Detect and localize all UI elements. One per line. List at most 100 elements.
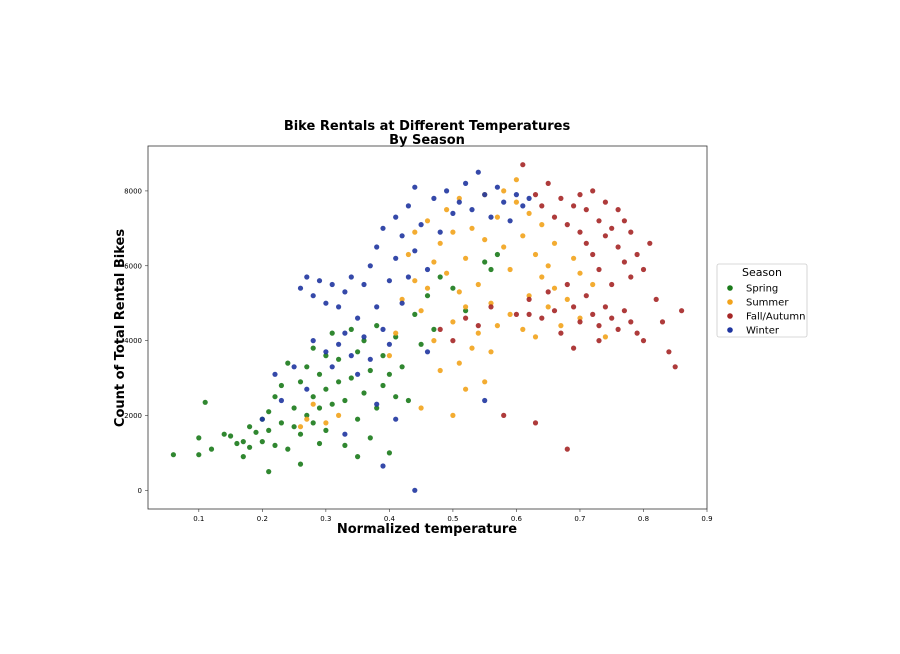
data-point-fall-autumn [583, 207, 589, 213]
data-point-winter [367, 356, 373, 362]
data-point-fall-autumn [577, 229, 583, 235]
data-point-summer [526, 210, 532, 216]
data-point-summer [494, 214, 500, 220]
data-point-winter [437, 229, 443, 235]
data-point-fall-autumn [621, 308, 628, 314]
y-tick-label: 4000 [124, 337, 142, 345]
data-point-summer [482, 237, 488, 243]
legend: Season Spring Summer Fall/Autumn Winter [716, 263, 808, 338]
x-tick-label: 0.6 [511, 515, 523, 523]
x-tick-label: 0.9 [701, 515, 712, 523]
data-point-fall-autumn [609, 225, 615, 231]
data-point-fall-autumn [463, 315, 469, 321]
data-point-summer [386, 353, 392, 359]
data-point-winter [412, 184, 418, 190]
data-point-spring [348, 326, 354, 332]
data-point-fall-autumn [475, 323, 481, 329]
data-point-spring [361, 338, 367, 344]
data-point-summer [405, 251, 411, 258]
data-point-summer [507, 311, 513, 317]
data-point-fall-autumn [437, 326, 443, 332]
legend-marker [727, 285, 733, 291]
data-point-fall-autumn [545, 180, 551, 186]
data-point-spring [367, 435, 373, 441]
data-point-fall-autumn [551, 308, 558, 314]
data-point-spring [329, 330, 335, 336]
data-point-spring [316, 440, 323, 447]
data-point-winter [355, 315, 361, 321]
data-point-spring [316, 405, 323, 411]
data-point-spring [266, 469, 272, 475]
data-point-summer [444, 207, 450, 213]
legend-label: Summer [746, 298, 789, 309]
data-point-fall-autumn [672, 364, 678, 370]
data-point-summer [501, 244, 507, 250]
data-point-spring [367, 367, 373, 374]
data-point-summer [488, 300, 494, 306]
data-point-spring [253, 429, 259, 435]
data-point-fall-autumn [634, 251, 640, 258]
data-point-winter [316, 278, 323, 284]
data-point-winter [418, 222, 424, 228]
data-point-spring [336, 379, 342, 385]
data-point-winter [336, 304, 342, 310]
data-point-summer [577, 270, 583, 276]
series-spring [170, 251, 500, 475]
data-point-spring [431, 326, 437, 332]
data-point-spring [374, 405, 380, 411]
data-point-winter [348, 353, 354, 359]
legend-label: Spring [746, 284, 778, 295]
data-point-summer [297, 424, 304, 430]
data-point-winter [488, 214, 494, 220]
data-point-spring [240, 454, 246, 460]
points-layer [170, 162, 685, 493]
data-point-summer [475, 330, 481, 336]
data-point-winter [323, 300, 329, 306]
data-point-winter [386, 278, 392, 284]
data-point-spring [342, 397, 348, 404]
data-point-summer [545, 263, 551, 269]
data-point-summer [545, 304, 551, 310]
data-point-fall-autumn [628, 274, 634, 280]
data-point-winter [367, 263, 373, 269]
data-point-winter [272, 371, 278, 377]
x-tick-label: 0.7 [574, 515, 585, 523]
y-tick-label: 2000 [124, 412, 142, 420]
data-point-summer [463, 386, 469, 392]
data-point-spring [323, 353, 329, 359]
data-point-fall-autumn [621, 259, 628, 265]
data-point-summer [558, 323, 564, 329]
data-point-fall-autumn [564, 446, 570, 452]
data-point-fall-autumn [666, 349, 672, 355]
data-point-spring [285, 446, 291, 452]
data-point-winter [393, 255, 399, 261]
chart-title: Bike Rentals at Different Temperatures [284, 119, 571, 134]
data-point-spring [304, 364, 310, 370]
data-point-winter [482, 397, 488, 404]
data-point-fall-autumn [501, 412, 507, 418]
data-point-spring [393, 334, 399, 340]
data-point-summer [418, 405, 424, 411]
data-point-fall-autumn [621, 218, 628, 224]
data-point-winter [520, 203, 526, 209]
data-point-fall-autumn [590, 251, 596, 258]
data-point-summer [532, 251, 539, 258]
y-axis-title: Count of Total Rental Bikes [113, 229, 128, 427]
data-point-spring [329, 401, 335, 407]
data-point-winter [380, 463, 386, 469]
data-point-spring [247, 424, 253, 430]
data-point-fall-autumn [577, 192, 583, 198]
data-point-winter [399, 233, 405, 239]
data-point-winter [355, 371, 361, 377]
data-point-spring [405, 397, 411, 404]
data-point-spring [323, 386, 329, 392]
data-point-spring [285, 360, 291, 366]
data-point-spring [272, 394, 278, 400]
x-tick-label: 0.2 [257, 515, 268, 523]
data-point-spring [488, 266, 494, 273]
data-point-fall-autumn [602, 233, 609, 239]
data-point-fall-autumn [596, 338, 602, 344]
data-point-summer [494, 323, 500, 329]
data-point-summer [539, 222, 545, 228]
data-point-fall-autumn [640, 266, 647, 273]
